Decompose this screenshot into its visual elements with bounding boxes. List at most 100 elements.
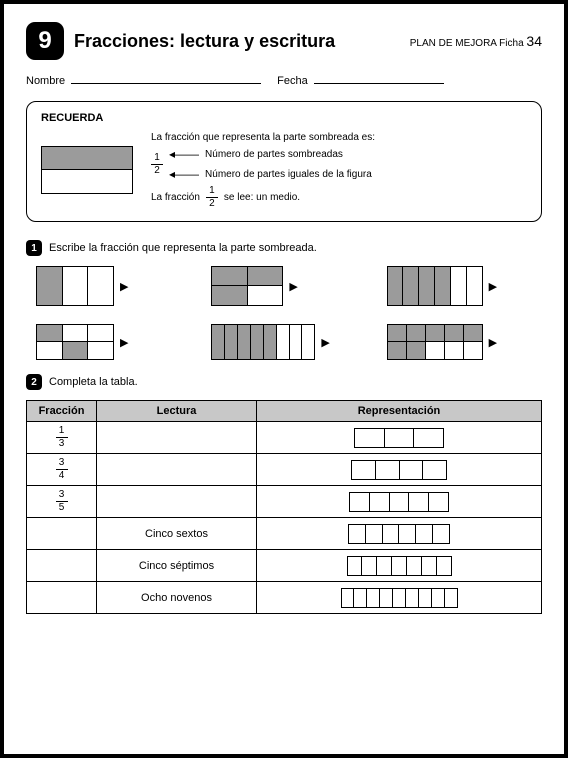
cell-lectura[interactable]: Ocho novenos xyxy=(97,582,257,614)
num-explain: Número de partes sombreadas xyxy=(205,147,343,162)
exercise-1: 1 Escribe la fracción que representa la … xyxy=(26,240,542,360)
read-suffix: se lee: un medio. xyxy=(224,190,300,205)
plan-text: PLAN DE MEJORA Ficha xyxy=(410,38,524,49)
recuerda-title: RECUERDA xyxy=(41,112,527,124)
nombre-line[interactable] xyxy=(71,74,261,84)
cell-fraccion[interactable] xyxy=(27,550,97,582)
frac-den: 2 xyxy=(154,166,160,176)
table-row: Cinco sextos xyxy=(27,518,542,550)
cell-fraccion[interactable]: 34 xyxy=(27,454,97,486)
figure-cell xyxy=(225,325,238,359)
rep-boxes xyxy=(341,588,458,608)
recuerda-text: La fracción que representa la parte somb… xyxy=(151,130,375,209)
fraction-example: 1 2 xyxy=(151,153,163,176)
recuerda-reading: La fracción 1 2 se lee: un medio. xyxy=(151,186,375,209)
cell-fraccion[interactable] xyxy=(27,582,97,614)
cell-fraccion[interactable]: 13 xyxy=(27,422,97,454)
rep-cell xyxy=(383,525,400,543)
rep-cell xyxy=(429,493,448,511)
page-header: 9 Fracciones: lectura y escritura PLAN D… xyxy=(26,22,542,60)
fecha-line[interactable] xyxy=(314,74,444,84)
fraction-table: Fracción Lectura Representación 133435Ci… xyxy=(26,400,542,614)
lesson-number-box: 9 xyxy=(26,22,64,60)
figure-item: ▶ xyxy=(211,324,356,360)
figure-cell xyxy=(88,325,113,342)
rep-cell xyxy=(409,493,429,511)
figure-item: ▶ xyxy=(36,266,181,306)
rep-cell xyxy=(350,493,370,511)
table-row: 13 xyxy=(27,422,542,454)
rep-cell xyxy=(362,557,377,575)
figure-cell xyxy=(37,267,63,305)
rep-boxes xyxy=(349,492,449,512)
table-row: Cinco séptimos xyxy=(27,550,542,582)
table-row: Ocho novenos xyxy=(27,582,542,614)
figure-cell xyxy=(445,342,464,359)
figure-cell xyxy=(426,342,445,359)
triangle-icon: ▶ xyxy=(120,336,128,349)
exercise-number: 2 xyxy=(26,374,42,390)
figure-cell xyxy=(290,325,303,359)
exercise-2-text: Completa la tabla. xyxy=(49,376,138,388)
cell-fraccion[interactable]: 35 xyxy=(27,486,97,518)
rep-cell xyxy=(352,461,376,479)
arrow-icon: ◂—— xyxy=(169,165,199,183)
rep-cell xyxy=(419,589,432,607)
th-rep: Representación xyxy=(257,401,542,422)
cell-rep[interactable] xyxy=(257,550,542,582)
figure-cell xyxy=(445,325,464,342)
table-row: 35 xyxy=(27,486,542,518)
figure-cell xyxy=(238,325,251,359)
cell-lectura[interactable] xyxy=(97,486,257,518)
figure-cell xyxy=(88,342,113,359)
recuerda-frac-explain: 1 2 ◂——Número de partes sombreadas ◂——Nú… xyxy=(151,145,375,183)
figure-cell xyxy=(419,267,435,305)
rep-cell xyxy=(423,461,446,479)
figure-cell xyxy=(464,325,482,342)
den-explain: Número de partes iguales de la figura xyxy=(205,167,372,182)
empty-half xyxy=(42,170,132,193)
figure-cell xyxy=(37,342,63,359)
cell-rep[interactable] xyxy=(257,486,542,518)
fraction-figure xyxy=(387,266,483,306)
rep-cell xyxy=(445,589,457,607)
figure-cell xyxy=(388,342,407,359)
recuerda-line1: La fracción que representa la parte somb… xyxy=(151,130,375,145)
cell-rep[interactable] xyxy=(257,582,542,614)
rep-cell xyxy=(422,557,437,575)
cell-lectura[interactable] xyxy=(97,422,257,454)
shaded-half xyxy=(42,147,132,171)
fraction-figure xyxy=(36,324,114,360)
figure-cell xyxy=(435,267,451,305)
cell-rep[interactable] xyxy=(257,422,542,454)
rep-cell xyxy=(354,589,367,607)
figure-cell xyxy=(407,342,426,359)
cell-lectura[interactable]: Cinco séptimos xyxy=(97,550,257,582)
cell-fraccion[interactable] xyxy=(27,518,97,550)
cell-rep[interactable] xyxy=(257,518,542,550)
figure-cell xyxy=(407,325,426,342)
rep-boxes xyxy=(347,556,452,576)
figure-cell xyxy=(63,267,89,305)
rep-cell xyxy=(355,429,385,447)
page-title: Fracciones: lectura y escritura xyxy=(74,31,335,52)
recuerda-box: RECUERDA La fracción que representa la p… xyxy=(26,101,542,222)
figure-cell xyxy=(212,325,225,359)
fraction-figure xyxy=(211,266,283,306)
figure-cell xyxy=(37,325,63,342)
cell-lectura[interactable] xyxy=(97,454,257,486)
ficha-number: 34 xyxy=(526,33,542,49)
rep-cell xyxy=(366,525,383,543)
rep-cell xyxy=(385,429,415,447)
figure-cell xyxy=(63,342,89,359)
figure-cell xyxy=(248,267,283,286)
triangle-icon: ▶ xyxy=(120,280,128,293)
nombre-field: Nombre xyxy=(26,74,261,87)
cell-lectura[interactable]: Cinco sextos xyxy=(97,518,257,550)
recuerda-figure xyxy=(41,146,133,194)
cell-rep[interactable] xyxy=(257,454,542,486)
rep-cell xyxy=(380,589,393,607)
figure-cell xyxy=(403,267,419,305)
rep-boxes xyxy=(354,428,444,448)
rep-cell xyxy=(367,589,380,607)
